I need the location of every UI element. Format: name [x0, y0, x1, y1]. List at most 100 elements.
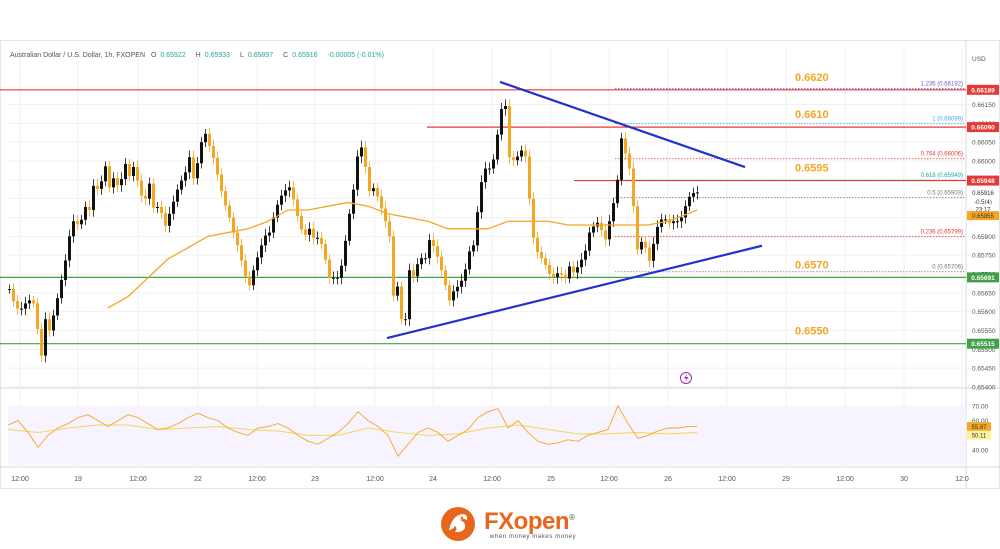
price-tag — [967, 188, 999, 198]
candle-body — [564, 274, 567, 279]
candle-body — [160, 206, 163, 213]
level-label: 0.6620 — [795, 72, 829, 84]
candle-body — [244, 260, 247, 277]
candle-body — [636, 206, 639, 250]
candle-body — [324, 243, 327, 260]
candle-body — [692, 193, 695, 197]
candle-body — [188, 157, 191, 173]
candle-body — [16, 301, 19, 309]
fxopen-logo: FXopen® when money makes money — [438, 504, 588, 544]
candle-body — [204, 133, 207, 143]
candle-body — [632, 168, 635, 207]
level-label: 0.6610 — [795, 109, 829, 121]
candle-body — [232, 217, 235, 233]
candle-body — [576, 267, 579, 273]
lightning-icon — [680, 372, 692, 384]
y-tick-label: 0.66050 — [972, 140, 996, 147]
candle-body — [280, 195, 283, 205]
candle-body — [592, 226, 595, 233]
candle-body — [288, 187, 291, 191]
rsi-signal-line — [7, 424, 698, 436]
candle-body — [696, 192, 699, 194]
candle-body — [312, 228, 315, 238]
candle-body — [628, 153, 631, 169]
candle-body — [408, 270, 411, 320]
level-label: 0.6595 — [795, 163, 829, 175]
level-label: 0.6570 — [795, 259, 829, 271]
price-tag-text: -0.5(4) — [974, 200, 992, 206]
candle-body — [328, 259, 331, 278]
candle-body — [412, 270, 415, 277]
candle-body — [584, 250, 587, 260]
open-value: 0.65922 — [160, 52, 186, 59]
candle-body — [468, 251, 471, 270]
candle-body — [216, 157, 219, 175]
candle-body — [520, 150, 523, 157]
price-tag — [967, 196, 999, 206]
rsi-y-tick-label: 70.00 — [972, 403, 989, 410]
x-tick-label: 12:00 — [11, 476, 29, 483]
candle-body — [120, 179, 123, 186]
candle-body — [420, 258, 423, 265]
candle-body — [320, 237, 323, 244]
candle-body — [252, 270, 255, 286]
candle-body — [60, 280, 63, 299]
candle-body — [136, 167, 139, 181]
candle-body — [672, 221, 675, 224]
candle-body — [260, 245, 263, 258]
candle-body — [20, 308, 23, 310]
level-price-tag — [967, 84, 999, 95]
candle-body — [492, 159, 495, 169]
candle-body — [488, 168, 491, 170]
candle-body — [620, 138, 623, 180]
x-tick-label: 19 — [74, 476, 82, 483]
level-price-tag — [967, 338, 999, 349]
candle-body — [364, 147, 367, 168]
candle-body — [144, 195, 147, 199]
candle-body — [256, 257, 259, 271]
candle-body — [284, 190, 287, 196]
y-tick-label: 0.65400 — [972, 385, 996, 392]
fib-level-label: 0.618 (0.65949) — [921, 173, 963, 179]
candle-body — [352, 189, 355, 214]
candle-body — [536, 237, 539, 253]
registered-mark: ® — [569, 513, 575, 522]
candle-body — [372, 188, 375, 192]
logo-tagline: when money makes money — [490, 534, 577, 540]
candle-body — [424, 258, 427, 260]
candle-body — [664, 219, 667, 221]
fib-level-label: 1.236 (0.66192) — [921, 82, 963, 88]
candle-body — [8, 289, 11, 291]
candle-body — [100, 181, 103, 189]
logo-text: FXopen — [484, 508, 570, 535]
candle-body — [340, 265, 343, 278]
candle-body — [308, 228, 311, 235]
y-tick-label: 0.65550 — [972, 328, 996, 335]
candle-body — [496, 134, 499, 160]
candle-body — [316, 237, 319, 239]
candle-body — [292, 187, 295, 200]
candle-body — [348, 213, 351, 241]
candle-body — [272, 217, 275, 233]
rsi-tag-text: 55.87 — [971, 425, 987, 431]
rsi-y-tick-label: 60.00 — [972, 418, 989, 425]
y-tick-label: 0.65600 — [972, 309, 996, 316]
price-tag-text: 0.65855 — [972, 214, 994, 220]
candle-body — [376, 188, 379, 197]
candle-body — [544, 258, 547, 265]
y-tick-label: 0.66000 — [972, 159, 996, 166]
candle-body — [392, 236, 395, 296]
rsi-band — [8, 405, 966, 465]
y-tick-label: 0.65650 — [972, 290, 996, 297]
candle-body — [560, 273, 563, 275]
level-price-tag-text: 0.66090 — [971, 125, 995, 132]
candle-body — [124, 164, 127, 180]
candle-body — [640, 241, 643, 250]
trendline-lower — [386, 244, 763, 340]
price-tag — [967, 204, 999, 214]
y-tick-label: 0.65750 — [972, 253, 996, 260]
candle-body — [88, 206, 91, 210]
candle-body — [344, 240, 347, 266]
price-tag-text: 0.65916 — [972, 191, 994, 197]
